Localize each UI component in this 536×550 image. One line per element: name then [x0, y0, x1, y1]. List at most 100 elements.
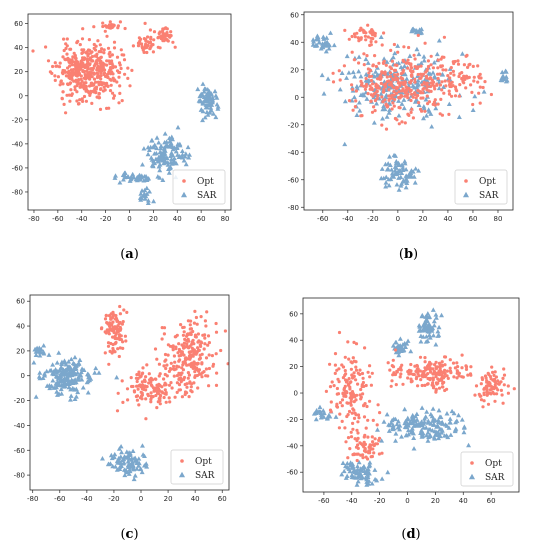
opt-point	[382, 71, 386, 75]
opt-point	[198, 343, 202, 347]
opt-point	[486, 371, 490, 375]
sar-point	[148, 155, 154, 160]
sar-point	[186, 155, 192, 160]
sar-point	[339, 70, 345, 75]
opt-point	[109, 312, 113, 316]
series-opt	[331, 23, 493, 131]
opt-point	[189, 365, 193, 369]
sar-point	[151, 198, 157, 204]
opt-point	[445, 369, 449, 373]
opt-point	[73, 88, 77, 92]
opt-point	[361, 456, 365, 460]
opt-point	[75, 90, 79, 94]
sar-point	[387, 107, 393, 112]
opt-point	[344, 380, 349, 384]
opt-point	[470, 90, 474, 94]
sar-point	[403, 344, 408, 349]
opt-point	[443, 368, 447, 372]
sar-point	[414, 417, 420, 422]
opt-point	[429, 63, 433, 67]
sar-point	[435, 328, 441, 334]
opt-point	[412, 53, 416, 57]
sar-point	[390, 422, 396, 428]
sar-point	[403, 418, 409, 424]
opt-point	[352, 416, 357, 420]
opt-point	[53, 61, 57, 65]
sar-point	[393, 340, 399, 345]
sar-point	[372, 74, 377, 79]
sar-point	[185, 144, 191, 150]
opt-point	[110, 53, 114, 57]
sar-point	[397, 336, 403, 341]
opt-point	[109, 83, 113, 87]
sar-point	[431, 416, 437, 421]
opt-point	[445, 387, 449, 391]
sar-point	[423, 97, 429, 102]
opt-point	[172, 364, 176, 368]
sar-point	[409, 427, 415, 432]
opt-point	[193, 366, 197, 370]
opt-point	[109, 72, 113, 76]
opt-point	[362, 52, 366, 56]
sar-point	[371, 120, 377, 125]
x-tick-label: 40	[443, 215, 452, 223]
opt-point	[70, 77, 74, 81]
opt-point	[331, 80, 336, 84]
opt-point	[451, 69, 455, 73]
opt-point	[423, 356, 427, 360]
sar-point	[162, 139, 168, 145]
opt-point	[456, 62, 461, 66]
opt-point	[455, 89, 459, 93]
opt-point	[142, 387, 146, 391]
opt-point	[189, 327, 193, 331]
opt-point	[499, 388, 503, 392]
opt-point	[469, 365, 473, 369]
opt-point	[338, 78, 342, 82]
sar-point	[134, 175, 140, 180]
opt-point	[370, 28, 374, 32]
sar-point	[386, 428, 392, 433]
opt-point	[396, 50, 400, 54]
opt-point	[389, 48, 393, 53]
opt-point	[416, 89, 420, 93]
opt-point	[363, 346, 367, 350]
sar-point	[423, 334, 429, 339]
opt-point	[502, 373, 507, 377]
opt-point	[92, 46, 96, 51]
sar-point	[392, 164, 398, 169]
opt-point	[362, 384, 366, 388]
opt-point	[78, 98, 82, 102]
sar-point	[384, 114, 390, 119]
sar-point	[53, 374, 59, 379]
legend-opt-label: Opt	[485, 459, 502, 469]
y-tick-label: 0	[19, 92, 23, 100]
sar-point	[389, 167, 395, 172]
x-tick-label: 80	[221, 215, 230, 223]
opt-point	[465, 76, 469, 80]
sar-point	[215, 104, 221, 109]
opt-point	[356, 36, 360, 40]
opt-point	[444, 84, 448, 88]
opt-point	[335, 405, 340, 409]
opt-point	[152, 38, 156, 42]
sar-point	[421, 115, 426, 121]
opt-point	[91, 68, 95, 72]
opt-point	[406, 58, 410, 62]
sar-point	[438, 420, 444, 425]
opt-point	[423, 366, 427, 370]
opt-point	[58, 83, 62, 87]
sar-point	[154, 145, 160, 151]
opt-point	[415, 363, 419, 368]
opt-point	[344, 394, 348, 398]
sar-point	[169, 150, 175, 155]
sar-point	[383, 180, 389, 185]
opt-point	[102, 72, 106, 77]
sar-point	[204, 109, 210, 115]
opt-point	[499, 380, 503, 384]
opt-point	[410, 107, 414, 111]
opt-point	[117, 333, 122, 337]
opt-point	[118, 346, 122, 350]
sar-point	[118, 443, 124, 449]
opt-point	[434, 375, 438, 379]
sar-point	[165, 162, 171, 167]
